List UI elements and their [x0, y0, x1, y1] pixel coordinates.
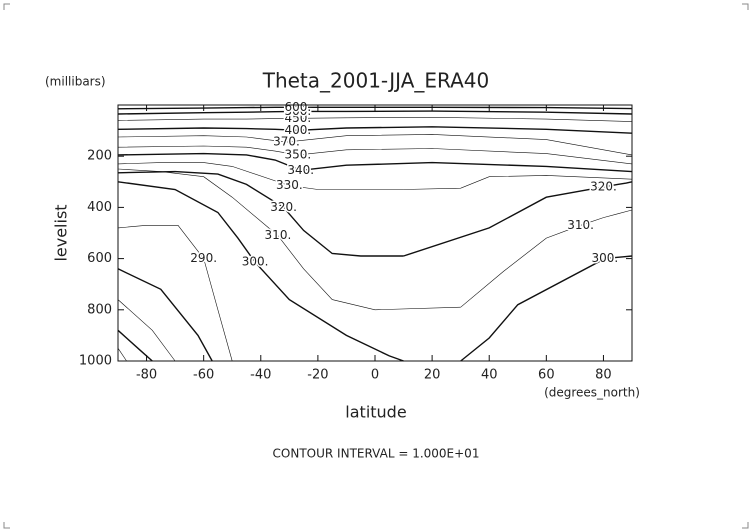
x-axis-label: latitude	[345, 403, 406, 422]
contour-line	[403, 175, 633, 190]
plot-frame	[117, 104, 633, 362]
y-tick-label: 800	[87, 302, 112, 317]
x-tick-label: 0	[371, 368, 379, 383]
contour-label: 600.	[285, 100, 312, 114]
contour-line	[117, 170, 404, 257]
y-tick-label: 1000	[79, 354, 112, 369]
x-tick-label: 80	[595, 368, 612, 383]
x-tick-label: -80	[136, 368, 157, 383]
contour-line	[117, 329, 153, 362]
y-unit: (millibars)	[45, 75, 106, 89]
contour-line	[117, 168, 461, 311]
x-tick-label: 60	[538, 368, 555, 383]
contour-line	[117, 145, 633, 165]
contour-label: 450.	[285, 111, 312, 125]
contour-label: 300.	[242, 255, 269, 269]
contour-label: 370.	[273, 135, 300, 149]
contour-label: 320.	[590, 179, 617, 193]
contour-label: 290.	[190, 251, 217, 265]
contour-line	[117, 348, 127, 362]
contour-line	[117, 134, 633, 156]
contour-line	[460, 255, 633, 362]
contour-line	[117, 110, 633, 115]
x-tick-label: -20	[307, 368, 328, 383]
contour-line	[117, 181, 404, 362]
contour-line	[117, 152, 633, 173]
contour-line	[117, 268, 213, 362]
x-tick-label: 20	[424, 368, 441, 383]
contour-label: 400.	[285, 123, 312, 137]
x-tick-label: -40	[250, 368, 271, 383]
contour-line	[117, 126, 633, 134]
contour-line	[403, 181, 633, 257]
chart-title: Theta_2001-JJA_ERA40	[262, 69, 490, 93]
contour-line	[117, 116, 633, 122]
x-tick-label: -60	[193, 368, 214, 383]
y-tick-label: 400	[87, 200, 112, 215]
y-tick-label: 200	[87, 149, 112, 164]
y-axis-label: levelist	[52, 204, 71, 261]
contour-label: 330.	[276, 178, 303, 192]
contour-line	[117, 225, 233, 362]
contour-label: 300.	[592, 251, 619, 265]
contour-label: 350.	[285, 147, 312, 161]
y-tick-label: 600	[87, 251, 112, 266]
contour-line	[117, 299, 176, 362]
contour-label: 310.	[567, 218, 594, 232]
x-unit: (degrees_north)	[544, 386, 640, 400]
contour-line	[117, 162, 404, 190]
footnote: CONTOUR INTERVAL = 1.000E+01	[273, 447, 480, 461]
contour-label: 340.	[287, 163, 314, 177]
contour-line	[460, 209, 633, 308]
contour-label: 500.	[285, 104, 312, 118]
x-tick-label: 40	[481, 368, 498, 383]
contour-line	[117, 106, 633, 110]
contour-label: 310.	[265, 228, 292, 242]
page-corners	[3, 3, 749, 529]
contour-label: 320.	[270, 200, 297, 214]
